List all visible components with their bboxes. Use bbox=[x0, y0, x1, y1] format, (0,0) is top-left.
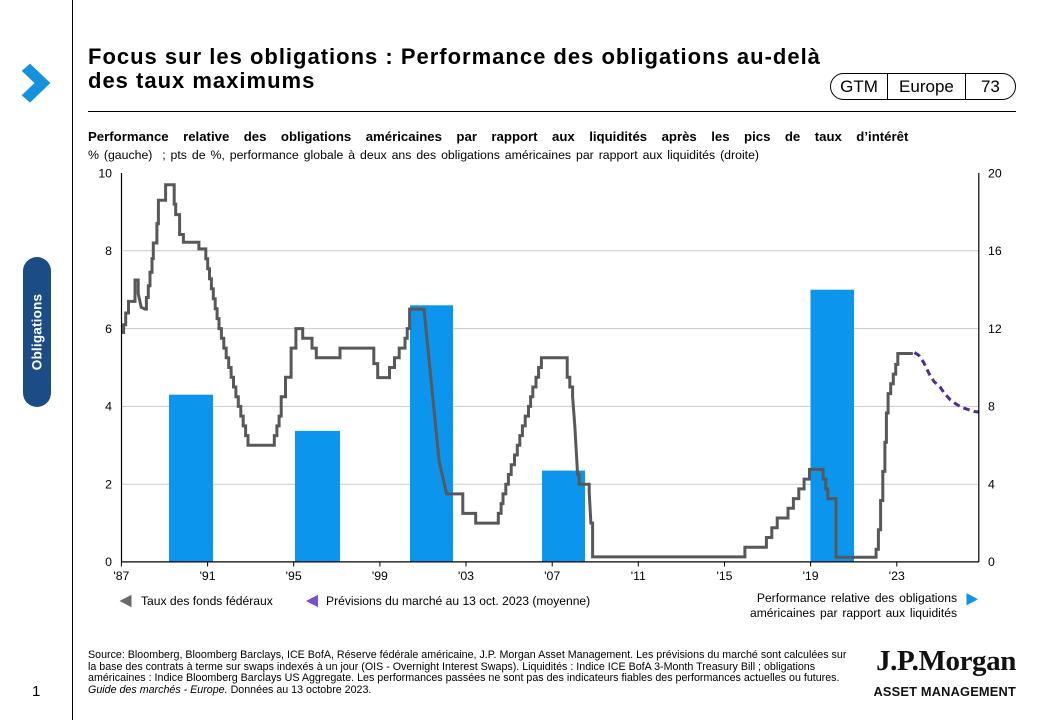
svg-text:2: 2 bbox=[105, 478, 112, 492]
svg-text:'95: '95 bbox=[286, 569, 302, 583]
svg-text:'91: '91 bbox=[200, 569, 216, 583]
svg-text:'99: '99 bbox=[372, 569, 388, 583]
svg-text:20: 20 bbox=[988, 166, 1002, 180]
svg-text:0: 0 bbox=[105, 555, 112, 569]
svg-text:'11: '11 bbox=[631, 569, 646, 583]
svg-text:'03: '03 bbox=[458, 569, 474, 583]
svg-text:8: 8 bbox=[105, 244, 112, 258]
svg-text:4: 4 bbox=[105, 400, 112, 414]
svg-text:'19: '19 bbox=[803, 569, 819, 583]
svg-text:6: 6 bbox=[105, 322, 112, 336]
svg-text:'23: '23 bbox=[889, 569, 905, 583]
svg-text:8: 8 bbox=[988, 400, 995, 414]
svg-text:'87: '87 bbox=[113, 569, 129, 583]
svg-text:12: 12 bbox=[988, 322, 1002, 336]
svg-text:16: 16 bbox=[988, 244, 1002, 258]
svg-text:4: 4 bbox=[988, 478, 995, 492]
svg-text:0: 0 bbox=[988, 555, 995, 569]
svg-text:'15: '15 bbox=[716, 569, 732, 583]
svg-text:'07: '07 bbox=[544, 569, 560, 583]
svg-text:10: 10 bbox=[98, 166, 112, 180]
